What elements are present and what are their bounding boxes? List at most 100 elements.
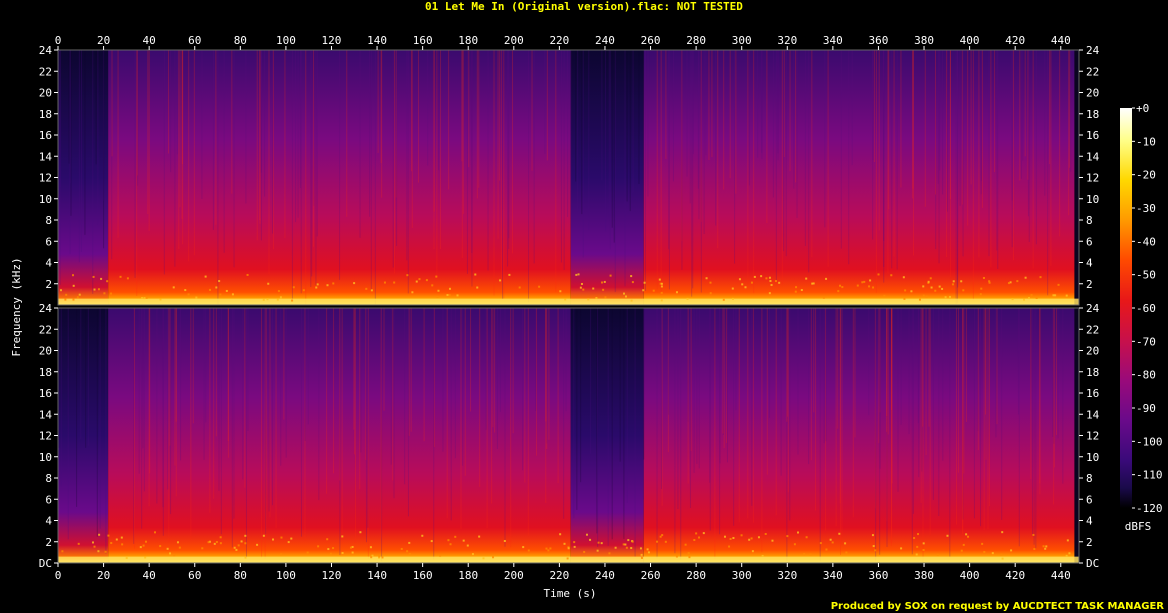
harmonic-dot <box>587 298 590 301</box>
texture-streak <box>182 50 184 245</box>
texture-streak <box>789 50 791 172</box>
harmonic-dot <box>106 280 109 283</box>
harmonic-dot <box>100 277 103 280</box>
y-tick-label: 8 <box>45 472 52 485</box>
harmonic-dot <box>722 298 725 301</box>
texture-streak <box>938 308 940 516</box>
texture-streak <box>313 50 315 206</box>
harmonic-dot <box>564 298 567 301</box>
harmonic-dot <box>237 544 240 547</box>
texture-streak <box>247 308 249 431</box>
x-tick-label-top: 440 <box>1051 34 1071 47</box>
texture-streak <box>883 50 885 267</box>
texture-streak <box>908 308 910 435</box>
harmonic-dot <box>869 279 872 282</box>
harmonic-dot <box>201 547 204 550</box>
y-tick-label: 24 <box>39 302 53 315</box>
texture-streak <box>825 308 827 442</box>
texture-streak <box>723 308 725 448</box>
texture-streak <box>300 308 302 537</box>
harmonic-dot <box>1030 294 1033 297</box>
harmonic-dot <box>723 535 726 538</box>
texture-streak <box>546 308 548 450</box>
harmonic-dot <box>938 285 941 288</box>
texture-streak <box>693 308 695 473</box>
texture-streak <box>942 50 944 195</box>
texture-streak <box>747 50 749 285</box>
harmonic-dot <box>922 542 925 545</box>
y-tick-label-right: 4 <box>1086 257 1093 270</box>
texture-streak <box>544 50 546 155</box>
harmonic-dot <box>913 537 916 540</box>
texture-streak <box>955 308 957 525</box>
harmonic-dot <box>97 550 100 553</box>
harmonic-dot <box>332 547 335 550</box>
harmonic-dot <box>1054 294 1057 297</box>
texture-streak <box>626 308 628 503</box>
texture-streak <box>1059 50 1061 237</box>
texture-streak <box>705 50 707 156</box>
texture-streak <box>311 50 313 277</box>
texture-streak <box>854 308 856 438</box>
harmonic-dot <box>630 547 633 550</box>
chart-title: 01 Let Me In (Original version).flac: NO… <box>425 0 743 13</box>
texture-streak <box>609 50 611 250</box>
harmonic-dot <box>370 556 373 559</box>
texture-streak <box>169 308 171 446</box>
x-tick-label-bottom: 20 <box>97 569 110 582</box>
harmonic-dot <box>290 537 293 540</box>
texture-streak <box>223 50 225 253</box>
texture-streak <box>929 308 931 536</box>
texture-streak <box>560 50 562 263</box>
harmonic-dot <box>604 296 607 299</box>
texture-streak <box>462 50 464 214</box>
texture-streak <box>147 50 149 215</box>
y-tick-label-right: 24 <box>1086 44 1100 57</box>
harmonic-dot <box>794 290 797 293</box>
x-tick-label-top: 340 <box>823 34 843 47</box>
texture-streak <box>624 50 626 287</box>
harmonic-dot <box>431 284 434 287</box>
texture-streak <box>491 308 493 504</box>
texture-streak <box>461 50 463 162</box>
texture-streak <box>582 50 584 258</box>
x-tick-label-top: 400 <box>960 34 980 47</box>
texture-streak <box>714 308 716 560</box>
texture-streak <box>783 50 785 158</box>
harmonic-dot <box>448 287 451 290</box>
harmonic-dot <box>793 543 796 546</box>
harmonic-dot <box>518 286 521 289</box>
texture-streak <box>660 50 662 294</box>
harmonic-dot <box>435 275 438 278</box>
harmonic-dot <box>582 288 585 291</box>
credit-text: Produced by SOX on request by AUCDTECT T… <box>831 601 1165 612</box>
texture-streak <box>365 308 367 460</box>
harmonic-dot <box>65 293 68 296</box>
harmonic-dot <box>573 541 576 544</box>
harmonic-dot <box>800 289 803 292</box>
harmonic-dot <box>430 540 433 543</box>
texture-streak <box>233 50 235 268</box>
colorbar-tick-label: -50 <box>1136 269 1156 282</box>
texture-streak <box>360 308 362 453</box>
texture-streak <box>1011 50 1013 248</box>
harmonic-dot <box>280 536 283 539</box>
texture-streak <box>563 308 565 519</box>
texture-streak <box>879 308 881 555</box>
x-tick-label-bottom: 420 <box>1005 569 1025 582</box>
texture-streak <box>570 50 572 219</box>
harmonic-dot <box>267 282 270 285</box>
texture-streak <box>840 50 842 249</box>
harmonic-dot <box>262 534 265 537</box>
texture-streak <box>989 308 991 507</box>
harmonic-dot <box>640 553 643 556</box>
y-tick-label: 22 <box>39 323 52 336</box>
x-tick-label-bottom: 340 <box>823 569 843 582</box>
texture-streak <box>137 50 139 186</box>
texture-streak <box>1033 308 1035 545</box>
texture-streak <box>920 308 922 503</box>
texture-streak <box>406 50 408 261</box>
x-tick-label-bottom: 280 <box>686 569 706 582</box>
texture-streak <box>300 50 302 294</box>
y-tick-label: 20 <box>39 345 52 358</box>
